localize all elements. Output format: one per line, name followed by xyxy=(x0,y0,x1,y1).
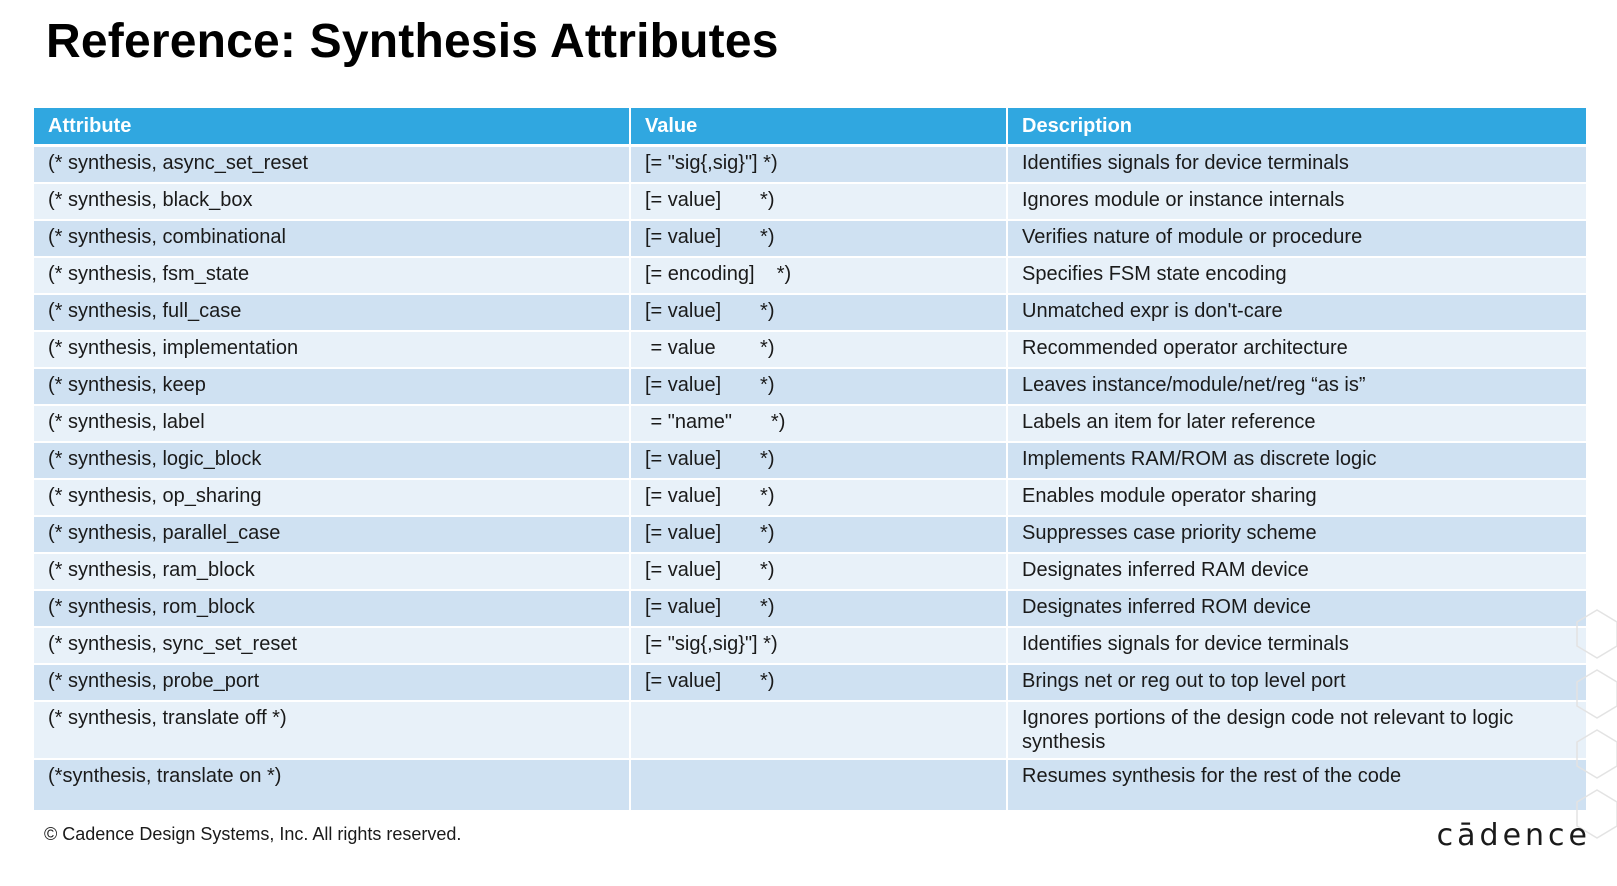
value-cell: [= value] *) xyxy=(630,367,1008,406)
description-cell: Ignores module or instance internals xyxy=(1007,182,1586,221)
copyright-footer: © Cadence Design Systems, Inc. All right… xyxy=(44,824,462,844)
value-cell xyxy=(630,700,1008,760)
value-cell: [= value] *) xyxy=(630,589,1008,628)
description-cell: Suppresses case priority scheme xyxy=(1007,515,1586,554)
value-cell: [= value] *) xyxy=(630,663,1008,702)
attribute-cell: (*synthesis, translate on *) xyxy=(34,758,631,812)
description-cell: Designates inferred ROM device xyxy=(1007,589,1586,628)
description-cell: Identifies signals for device terminals xyxy=(1007,626,1586,665)
table-row: (*synthesis, translate on *) Resumes syn… xyxy=(34,758,1586,812)
description-cell: Specifies FSM state encoding xyxy=(1007,256,1586,295)
table-row: (* synthesis, probe_port [= value] *) Br… xyxy=(34,663,1586,702)
attribute-cell: (* synthesis, op_sharing xyxy=(34,478,631,517)
column-header-attribute: Attribute xyxy=(34,108,631,147)
table-row: (* synthesis, sync_set_reset [= "sig{,si… xyxy=(34,626,1586,665)
attribute-cell: (* synthesis, logic_block xyxy=(34,441,631,480)
description-cell: Verifies nature of module or procedure xyxy=(1007,219,1586,258)
description-cell: Identifies signals for device terminals xyxy=(1007,145,1586,184)
description-cell: Unmatched expr is don't-care xyxy=(1007,293,1586,332)
value-cell: = value *) xyxy=(630,330,1008,369)
description-cell: Labels an item for later reference xyxy=(1007,404,1586,443)
table-row: (* synthesis, ram_block [= value] *) Des… xyxy=(34,552,1586,591)
description-cell: Resumes synthesis for the rest of the co… xyxy=(1007,758,1586,812)
column-header-value: Value xyxy=(630,108,1008,147)
value-cell: [= value] *) xyxy=(630,182,1008,221)
page-title: Reference: Synthesis Attributes xyxy=(46,15,779,68)
table-row: (* synthesis, op_sharing [= value] *) En… xyxy=(34,478,1586,517)
value-cell: [= encoding] *) xyxy=(630,256,1008,295)
cadence-logo: cādence xyxy=(1436,818,1591,853)
attributes-table: Attribute Value Description (* synthesis… xyxy=(34,108,1586,812)
column-header-description: Description xyxy=(1007,108,1586,147)
table-row: (* synthesis, combinational [= value] *)… xyxy=(34,219,1586,258)
description-cell: Ignores portions of the design code not … xyxy=(1007,700,1586,760)
table-row: (* synthesis, translate off *) Ignores p… xyxy=(34,700,1586,760)
attribute-cell: (* synthesis, fsm_state xyxy=(34,256,631,295)
description-cell: Brings net or reg out to top level port xyxy=(1007,663,1586,702)
value-cell: [= "sig{,sig}"] *) xyxy=(630,145,1008,184)
table-row: (* synthesis, label = "name" *) Labels a… xyxy=(34,404,1586,443)
description-cell: Leaves instance/module/net/reg “as is” xyxy=(1007,367,1586,406)
attribute-cell: (* synthesis, rom_block xyxy=(34,589,631,628)
attribute-cell: (* synthesis, ram_block xyxy=(34,552,631,591)
attribute-cell: (* synthesis, full_case xyxy=(34,293,631,332)
table-row: (* synthesis, black_box [= value] *) Ign… xyxy=(34,182,1586,221)
description-cell: Designates inferred RAM device xyxy=(1007,552,1586,591)
attribute-cell: (* synthesis, black_box xyxy=(34,182,631,221)
table-row: (* synthesis, parallel_case [= value] *)… xyxy=(34,515,1586,554)
table-row: (* synthesis, rom_block [= value] *) Des… xyxy=(34,589,1586,628)
attribute-cell: (* synthesis, label xyxy=(34,404,631,443)
value-cell: [= value] *) xyxy=(630,552,1008,591)
table-row: (* synthesis, implementation = value *) … xyxy=(34,330,1586,369)
value-cell: [= value] *) xyxy=(630,219,1008,258)
value-cell: = "name" *) xyxy=(630,404,1008,443)
table-row: (* synthesis, keep [= value] *) Leaves i… xyxy=(34,367,1586,406)
value-cell: [= value] *) xyxy=(630,515,1008,554)
attribute-cell: (* synthesis, parallel_case xyxy=(34,515,631,554)
attribute-cell: (* synthesis, async_set_reset xyxy=(34,145,631,184)
description-cell: Enables module operator sharing xyxy=(1007,478,1586,517)
value-cell xyxy=(630,758,1008,812)
value-cell: [= "sig{,sig}"] *) xyxy=(630,626,1008,665)
description-cell: Recommended operator architecture xyxy=(1007,330,1586,369)
attribute-cell: (* synthesis, sync_set_reset xyxy=(34,626,631,665)
table-row: (* synthesis, fsm_state [= encoding] *) … xyxy=(34,256,1586,295)
table-header-row: Attribute Value Description xyxy=(34,108,1586,147)
value-cell: [= value] *) xyxy=(630,478,1008,517)
value-cell: [= value] *) xyxy=(630,441,1008,480)
description-cell: Implements RAM/ROM as discrete logic xyxy=(1007,441,1586,480)
table-row: (* synthesis, full_case [= value] *) Unm… xyxy=(34,293,1586,332)
attribute-cell: (* synthesis, keep xyxy=(34,367,631,406)
attribute-cell: (* synthesis, probe_port xyxy=(34,663,631,702)
table-row: (* synthesis, logic_block [= value] *) I… xyxy=(34,441,1586,480)
value-cell: [= value] *) xyxy=(630,293,1008,332)
attribute-cell: (* synthesis, implementation xyxy=(34,330,631,369)
hexagon-pattern-decoration xyxy=(1576,609,1617,839)
attribute-cell: (* synthesis, combinational xyxy=(34,219,631,258)
attribute-cell: (* synthesis, translate off *) xyxy=(34,700,631,760)
table-row: (* synthesis, async_set_reset [= "sig{,s… xyxy=(34,145,1586,184)
